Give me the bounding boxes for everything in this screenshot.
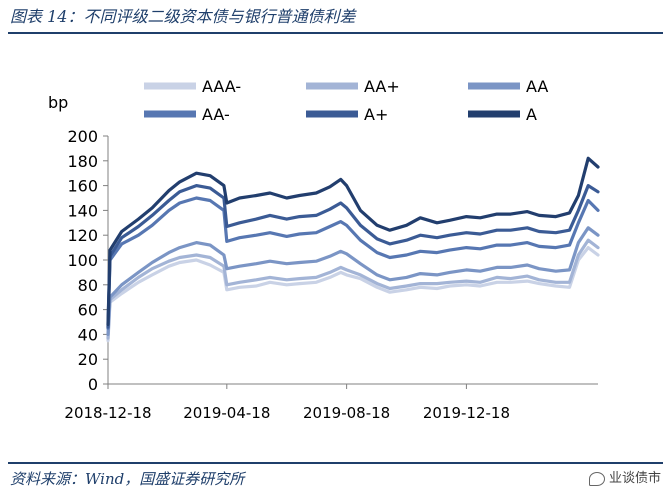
y-tick-label: 60 — [78, 301, 98, 320]
series-line — [106, 246, 600, 343]
footer-rule — [8, 462, 663, 464]
y-tick-label: 40 — [78, 325, 98, 344]
y-tick-label: 180 — [67, 152, 98, 171]
y-tick-label: 20 — [78, 350, 98, 369]
y-tick-label: 140 — [67, 201, 98, 220]
source-note: 资料来源：Wind，国盛证券研究所 — [10, 470, 245, 488]
line-chart: 0 20 40 60 80 100 120 140 160 180 200 bp 2018-12-18 2… — [48, 77, 600, 422]
y-tick-label: 160 — [67, 177, 98, 196]
y-axis-label: bp — [48, 93, 68, 112]
y-tick-label: 100 — [67, 251, 98, 270]
chat-bubble-icon — [588, 472, 605, 486]
legend-label: A+ — [364, 105, 388, 124]
legend-label: AA- — [202, 105, 230, 124]
y-tick-label: 120 — [67, 226, 98, 245]
series-line — [106, 156, 600, 327]
legend-label: AA+ — [364, 77, 400, 96]
title-rule — [8, 32, 663, 34]
series-line — [106, 238, 600, 340]
legend-label: A — [526, 105, 537, 124]
brand-mark: 业谈债市 — [588, 466, 661, 492]
y-tick-label: 80 — [78, 276, 98, 295]
y-tick-label: 0 — [88, 375, 98, 394]
x-tick-label: 2019-08-18 — [303, 404, 390, 422]
figure-title: 图表 14：不同评级二级资本债与银行普通债利差 — [10, 7, 356, 26]
x-tick-label: 2018-12-18 — [64, 404, 151, 422]
x-tick-label: 2019-12-18 — [423, 404, 510, 422]
brand-label: 业谈债市 — [608, 471, 661, 486]
y-tick-label: 200 — [67, 127, 98, 146]
series-line — [106, 184, 600, 329]
series-line — [106, 196, 600, 330]
legend-label: AAA- — [202, 77, 241, 96]
legend-label: AA — [526, 77, 548, 96]
series-line — [106, 226, 600, 336]
x-tick-label: 2019-04-18 — [183, 404, 270, 422]
